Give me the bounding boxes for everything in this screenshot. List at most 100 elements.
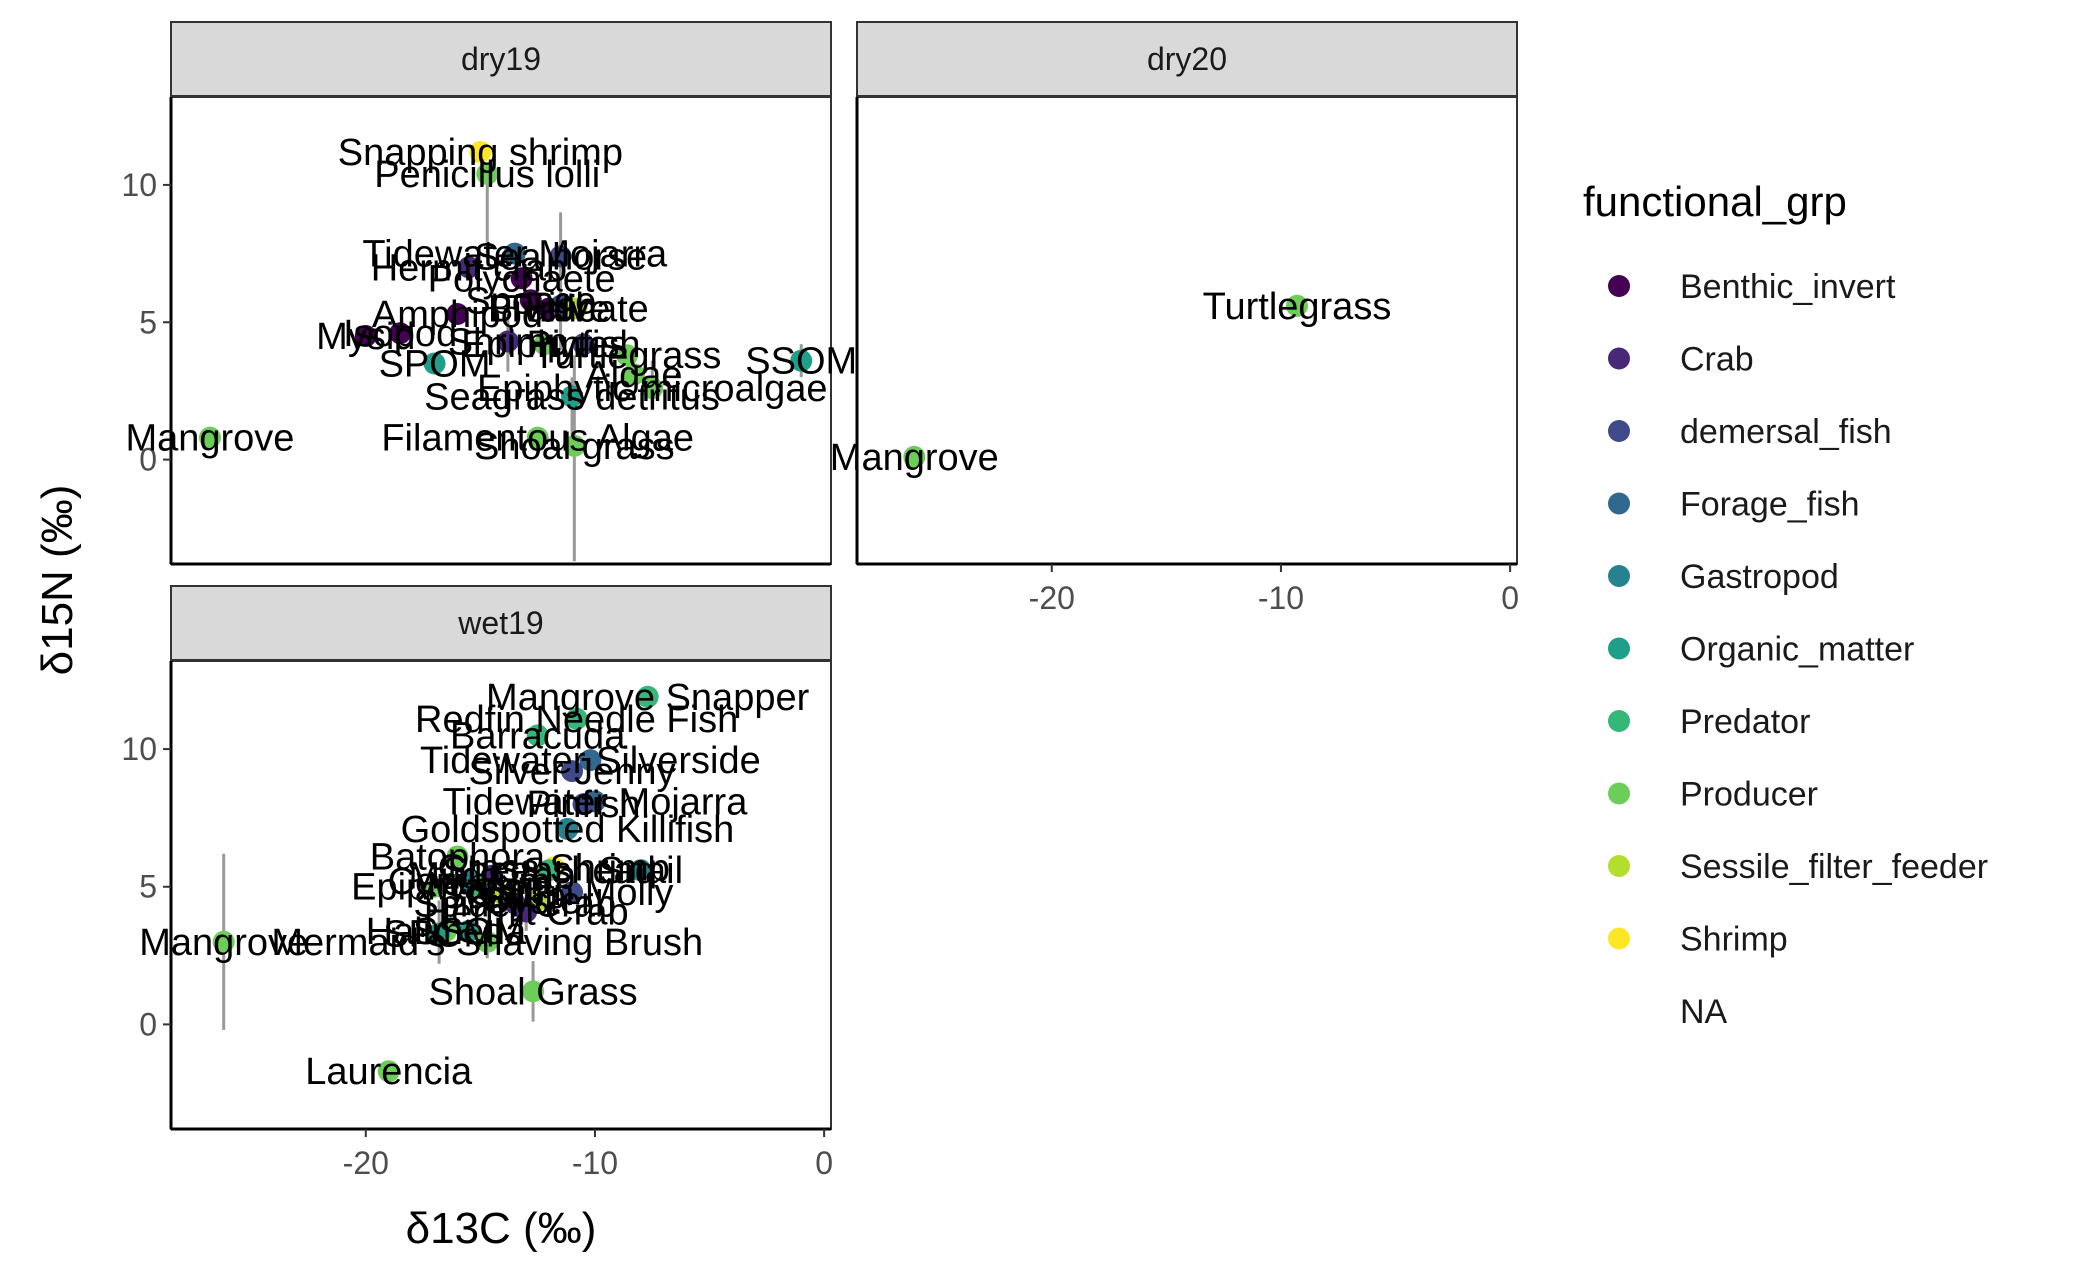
panel-dry20: dry20 -20 -10 0 Turtlegrass Mangrove [830,21,1519,616]
legend-entry-label: Predator [1680,703,1810,741]
point-label: SPOM [379,343,491,385]
data-point [469,875,492,898]
data-point [561,385,584,408]
strip-label-dry20: dry20 [1147,41,1227,77]
data-point [476,162,499,185]
point-label: Filamentous Algae [381,418,694,460]
strip-label-dry19: dry19 [461,41,541,77]
legend-key [1608,565,1630,587]
x-tick-label: -20 [1029,580,1075,616]
point-label: Mangrove Snapper [486,677,810,719]
data-point [1286,294,1308,317]
point-label: Mangrove [125,418,294,460]
legend-key [1608,927,1630,950]
data-point [629,859,652,882]
data-point [446,845,469,868]
legend-entry-label: Producer [1680,776,1818,814]
data-point [561,881,584,904]
data-point [538,859,561,882]
point-label: Hermit crab [371,247,567,289]
point-label: Mud Crab [408,856,575,898]
data-point [212,930,235,953]
data-point [457,919,480,942]
point-label: Pinfish [526,324,640,366]
point-label: Tidewater Silverside [420,740,761,782]
data-point [565,707,588,730]
point-label: Mysid [316,316,415,358]
legend-entry-label: Shrimp [1680,921,1788,959]
data-point [503,242,526,265]
y-tick-label: 5 [139,304,157,340]
point-label: Tidewater Mojarra [443,781,749,823]
legend-entry-label: Forage_fish [1680,486,1860,524]
data-point [563,434,586,457]
point-label: Pinfish [526,784,640,826]
x-tick-label: -10 [1258,580,1304,616]
data-point [377,1060,400,1083]
legend-key [1608,420,1630,442]
legend-entry-label: demersal_fish [1680,413,1892,451]
point-label: Tunicate [504,289,648,331]
panel-border-dry19 [170,96,832,565]
point-label: Redfin Needle Fish [415,699,738,741]
legend-entry-label: Benthic_invert [1680,268,1896,306]
x-tick-label: 0 [1501,580,1519,616]
point-label: Silver Jenny [469,751,676,793]
y-tick-label: 10 [121,731,157,767]
strip-dry20 [856,21,1518,97]
strip-dry19 [170,21,832,97]
data-point [565,297,588,320]
point-label: Bivalve [488,289,611,331]
point-label: Penicillus lolli [374,154,600,196]
data-point [572,793,595,816]
point-label: Shrimp [448,321,568,363]
point-label: Sailfin Molly [471,872,674,914]
point-label: Mangrove [139,922,308,964]
point-label: Cerithium [388,861,551,903]
y-axis-title: δ15N (‰) [33,485,82,676]
data-point [496,330,519,353]
data-point [790,349,813,372]
point-label: Batophora [370,836,546,878]
data-point [519,289,542,312]
y-tick-label: 5 [139,869,157,905]
legend-entry-label: Gastropod [1680,558,1839,596]
point-label: Mermaid's Shaving Brush [271,922,703,964]
point-label: Isopod [343,313,457,355]
point-label: Mangrove [830,437,999,479]
legend-key [1608,855,1630,877]
point-label: Snail [599,850,684,892]
point-label: Polychaete [428,258,616,300]
data-point [533,333,556,356]
point-label: Wrasse [416,867,544,909]
point-label: Halimeda [366,911,527,953]
legend-key [1608,275,1630,297]
y-tick-label: 10 [121,167,157,203]
data-point [526,724,549,747]
point-label: Algae [585,354,682,396]
point-label: Epiphytic microalgae [477,368,828,410]
legend-title: functional_grp [1583,178,1847,225]
point-label: Grass Shrimp [438,847,670,889]
point-label: Scallop [441,875,566,917]
point-label: Oyster [482,881,594,923]
point-label: Snapping shrimp [338,132,623,174]
x-tick-label: -20 [343,1145,389,1181]
data-point [622,363,645,386]
data-point [510,267,533,290]
data-point [549,245,572,268]
y-tick-label: 0 [139,1006,157,1042]
legend-key [1608,637,1630,660]
point-label: Amphipod [372,294,543,336]
point-label: Sea horse [474,236,647,278]
data-point [446,303,469,326]
point-label: Hermit Crab [424,892,629,934]
point-label: Tidewater Mojarra [362,234,668,276]
data-point [561,760,584,783]
legend-entry-label: NA [1680,993,1728,1031]
legend-key [1608,782,1630,805]
data-point [423,875,446,898]
legend-entry-label: Crab [1680,341,1754,379]
